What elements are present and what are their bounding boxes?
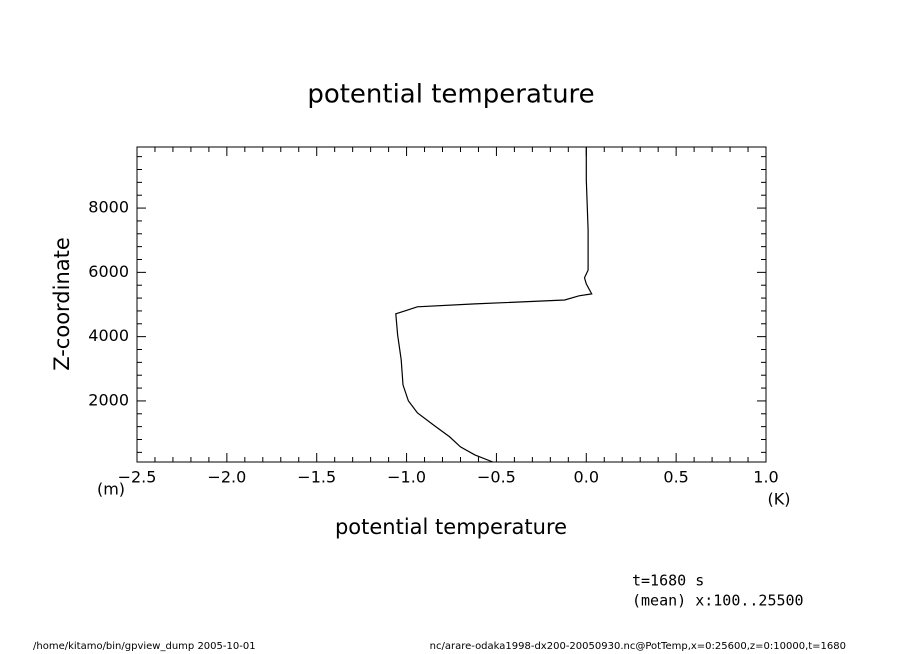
y-unit: (m) bbox=[97, 480, 125, 499]
y-tick-label: 2000 bbox=[88, 390, 129, 409]
x-tick-label: 0.5 bbox=[663, 468, 688, 487]
x-axis-label: potential temperature bbox=[335, 515, 567, 539]
y-tick-label: 8000 bbox=[88, 198, 129, 217]
x-tick-label: −0.5 bbox=[477, 468, 516, 487]
x-tick-label: 0.0 bbox=[574, 468, 599, 487]
footer-right: nc/arare-odaka1998-dx200-20050930.nc@Pot… bbox=[430, 641, 846, 652]
chart-title: potential temperature bbox=[307, 80, 594, 110]
x-tick-label: −1.0 bbox=[387, 468, 426, 487]
y-tick-label: 6000 bbox=[88, 262, 129, 281]
y-tick-label: 4000 bbox=[88, 326, 129, 345]
annotation: t=1680 s bbox=[632, 572, 704, 590]
x-tick-label: −1.5 bbox=[297, 468, 336, 487]
x-tick-label: 1.0 bbox=[753, 468, 778, 487]
x-tick-label: −2.0 bbox=[207, 468, 246, 487]
annotation: (mean) x:100..25500 bbox=[632, 592, 804, 610]
x-unit: (K) bbox=[768, 490, 791, 509]
y-axis-label: Z-coordinate bbox=[50, 237, 74, 371]
plot-frame bbox=[136, 146, 767, 463]
x-tick-label: −2.5 bbox=[118, 468, 157, 487]
profile-line bbox=[395, 147, 593, 463]
footer-left: /home/kitamo/bin/gpview_dump 2005-10-01 bbox=[33, 641, 256, 652]
